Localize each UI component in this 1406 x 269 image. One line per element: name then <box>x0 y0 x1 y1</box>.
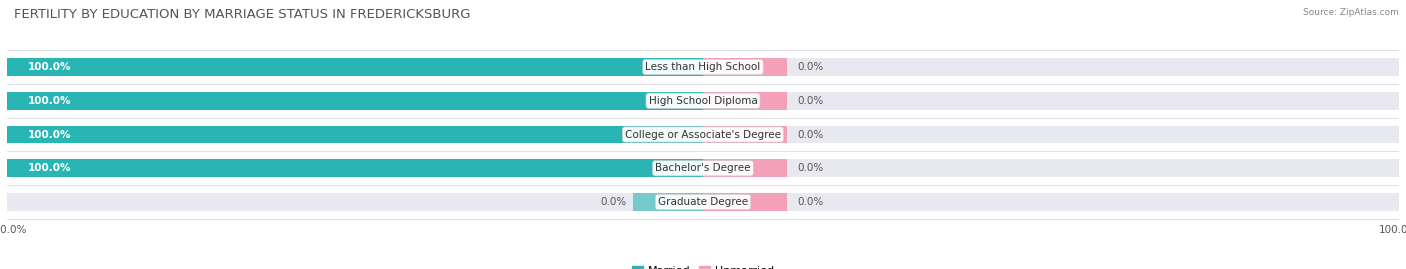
Bar <box>703 193 786 211</box>
Bar <box>703 92 786 109</box>
Bar <box>7 92 1399 109</box>
Text: 0.0%: 0.0% <box>600 197 627 207</box>
Text: Graduate Degree: Graduate Degree <box>658 197 748 207</box>
Text: 0.0%: 0.0% <box>797 129 823 140</box>
Bar <box>703 126 786 143</box>
Bar <box>7 126 1399 143</box>
Text: 100.0%: 100.0% <box>28 129 72 140</box>
Bar <box>7 58 1399 76</box>
Bar <box>7 58 703 76</box>
Bar <box>7 160 703 177</box>
Text: 100.0%: 100.0% <box>28 163 72 173</box>
Text: Less than High School: Less than High School <box>645 62 761 72</box>
Text: 0.0%: 0.0% <box>797 96 823 106</box>
Text: 0.0%: 0.0% <box>797 197 823 207</box>
Bar <box>633 193 703 211</box>
Text: 100.0%: 100.0% <box>28 62 72 72</box>
Text: 100.0%: 100.0% <box>28 96 72 106</box>
Text: FERTILITY BY EDUCATION BY MARRIAGE STATUS IN FREDERICKSBURG: FERTILITY BY EDUCATION BY MARRIAGE STATU… <box>14 8 471 21</box>
Bar <box>7 193 1399 211</box>
Bar <box>7 126 703 143</box>
Text: 0.0%: 0.0% <box>797 62 823 72</box>
Text: Bachelor's Degree: Bachelor's Degree <box>655 163 751 173</box>
Legend: Married, Unmarried: Married, Unmarried <box>627 261 779 269</box>
Text: High School Diploma: High School Diploma <box>648 96 758 106</box>
Text: College or Associate's Degree: College or Associate's Degree <box>626 129 780 140</box>
Bar <box>7 160 1399 177</box>
Bar <box>7 92 703 109</box>
Text: Source: ZipAtlas.com: Source: ZipAtlas.com <box>1303 8 1399 17</box>
Bar <box>703 160 786 177</box>
Bar <box>703 58 786 76</box>
Text: 0.0%: 0.0% <box>797 163 823 173</box>
